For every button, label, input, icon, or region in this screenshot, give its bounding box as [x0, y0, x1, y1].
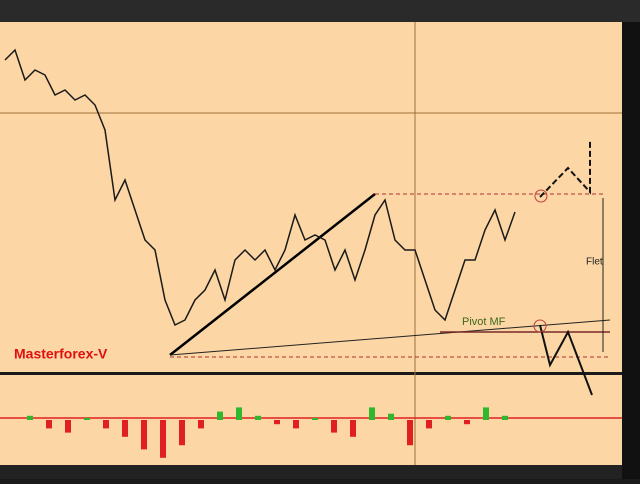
oscillator-bar [198, 420, 204, 429]
breakout-arrow [539, 140, 591, 198]
marker [534, 189, 548, 203]
oscillator-bar [293, 420, 299, 429]
oscillator-bar [445, 415, 451, 420]
oscillator-bar [27, 415, 33, 420]
oscillator-bar [236, 407, 242, 420]
oscillator-bar [426, 420, 432, 429]
oscillator-bar [103, 420, 109, 429]
oscillator-bar [160, 420, 166, 458]
marker [533, 319, 547, 333]
oscillator-bar [350, 420, 356, 437]
price-panel [0, 22, 622, 372]
oscillator-bar [141, 420, 147, 450]
oscillator-panel [0, 375, 622, 465]
oscillator-bar [46, 420, 52, 429]
oscillator-bar [502, 415, 508, 420]
oscillator-bar [331, 420, 337, 433]
price-axis [622, 22, 640, 479]
oscillator-bar [255, 415, 261, 420]
oscillator-bar [84, 417, 90, 420]
breakdown-arrow [539, 324, 593, 396]
price-line [4, 48, 516, 327]
oscillator-bar [274, 420, 280, 425]
support-line [169, 319, 611, 356]
oscillator-bar [179, 420, 185, 446]
toolbar [0, 0, 640, 22]
oscillator-bar [312, 417, 318, 420]
oscillator-bar [407, 420, 413, 446]
annotation: Masterforex-V [14, 346, 108, 362]
oscillator-bar [388, 413, 394, 420]
time-axis [0, 465, 622, 479]
trendline [169, 193, 376, 356]
oscillator-bar [369, 407, 375, 420]
annotation: Pivot MF [462, 316, 506, 328]
annotation: Flet [586, 257, 603, 268]
oscillator-bar [122, 420, 128, 437]
oscillator-bar [464, 420, 470, 425]
oscillator-bar [483, 407, 489, 420]
oscillator-bar [217, 411, 223, 420]
oscillator-bar [65, 420, 71, 433]
